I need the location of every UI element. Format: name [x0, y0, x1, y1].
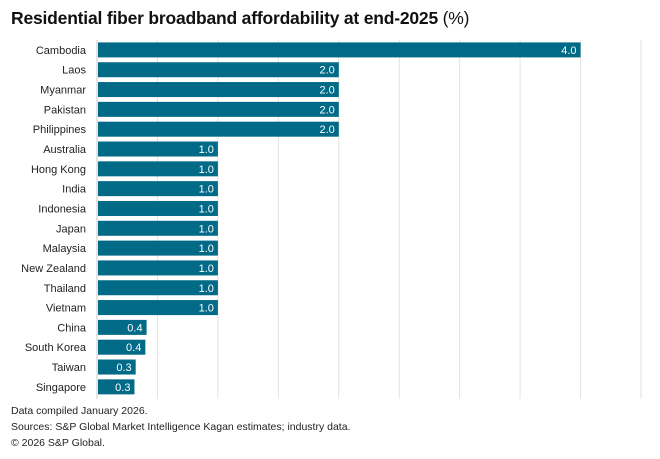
category-label: Vietnam — [46, 303, 86, 315]
category-label: China — [57, 322, 87, 334]
bar — [98, 339, 146, 355]
data-label: 1.0 — [199, 243, 214, 255]
bar — [98, 161, 218, 177]
category-label: Cambodia — [36, 45, 87, 57]
data-label: 2.0 — [319, 124, 334, 136]
bar — [98, 101, 339, 117]
data-label: 1.0 — [199, 164, 214, 176]
category-label: India — [62, 184, 87, 196]
category-label: Indonesia — [38, 203, 87, 215]
data-label: 2.0 — [319, 65, 334, 77]
data-note: Data compiled January 2026. — [11, 405, 148, 417]
data-label: 0.3 — [116, 362, 131, 374]
category-label: Laos — [62, 65, 86, 77]
data-label: 1.0 — [199, 263, 214, 275]
data-label: 1.0 — [199, 303, 214, 315]
chart-title: Residential fiber broadband affordabilit… — [11, 8, 469, 29]
data-label: 1.0 — [199, 283, 214, 295]
category-label: Pakistan — [44, 104, 86, 116]
data-label: 1.0 — [199, 223, 214, 235]
bar — [98, 300, 218, 316]
category-label: Malaysia — [43, 243, 87, 255]
data-label: 1.0 — [199, 184, 214, 196]
bar — [98, 121, 339, 137]
bar — [98, 181, 218, 197]
bar — [98, 260, 218, 276]
bar — [98, 319, 147, 335]
category-label: New Zealand — [21, 263, 86, 275]
category-label: South Korea — [25, 342, 87, 354]
data-label: 1.0 — [199, 144, 214, 156]
category-label: Myanmar — [40, 85, 86, 97]
category-label: Thailand — [44, 283, 86, 295]
bar — [98, 200, 218, 216]
chart-title-unit: (%) — [442, 8, 470, 28]
data-label: 4.0 — [561, 45, 576, 57]
data-label: 2.0 — [319, 104, 334, 116]
category-label: Taiwan — [52, 362, 86, 374]
bar — [98, 82, 339, 98]
chart-title-text: Residential fiber broadband affordabilit… — [11, 8, 438, 28]
bar — [98, 141, 218, 157]
category-label: Philippines — [33, 124, 87, 136]
category-label: Japan — [56, 223, 86, 235]
sources-note: Sources: S&P Global Market Intelligence … — [11, 421, 351, 433]
bar — [98, 379, 135, 395]
bar — [98, 240, 218, 256]
bar — [98, 359, 136, 375]
data-label: 0.4 — [126, 342, 141, 354]
bar — [98, 280, 218, 296]
data-label: 2.0 — [319, 85, 334, 97]
category-label: Singapore — [36, 382, 86, 394]
data-label: 0.4 — [127, 322, 142, 334]
category-label: Australia — [43, 144, 87, 156]
copyright-note: © 2026 S&P Global. — [11, 437, 105, 449]
data-label: 0.3 — [115, 382, 130, 394]
bar — [98, 62, 339, 78]
bar — [98, 42, 581, 58]
data-label: 1.0 — [199, 203, 214, 215]
bar — [98, 220, 218, 236]
category-label: Hong Kong — [31, 164, 86, 176]
